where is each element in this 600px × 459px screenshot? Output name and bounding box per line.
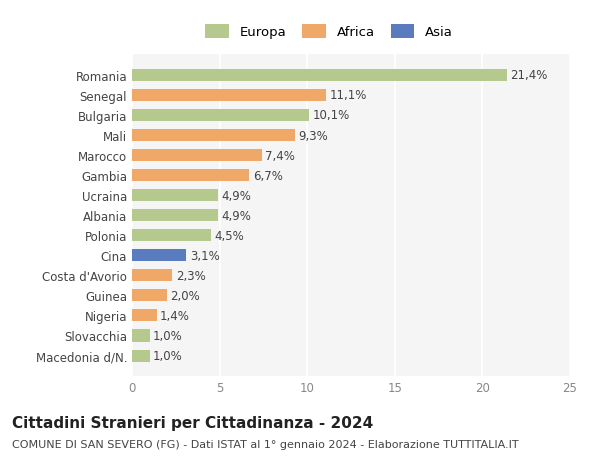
Bar — [132, 270, 172, 282]
Text: 6,7%: 6,7% — [253, 169, 283, 182]
Text: 10,1%: 10,1% — [313, 109, 350, 122]
Text: Cittadini Stranieri per Cittadinanza - 2024: Cittadini Stranieri per Cittadinanza - 2… — [12, 415, 373, 430]
Bar — [132, 190, 218, 202]
Bar — [132, 230, 211, 242]
Text: 2,0%: 2,0% — [170, 289, 200, 302]
Bar — [132, 170, 250, 182]
Text: 4,9%: 4,9% — [221, 209, 251, 222]
Bar — [132, 210, 218, 222]
Text: 21,4%: 21,4% — [511, 69, 548, 82]
Text: 3,1%: 3,1% — [190, 249, 220, 262]
Text: 7,4%: 7,4% — [265, 149, 295, 162]
Text: COMUNE DI SAN SEVERO (FG) - Dati ISTAT al 1° gennaio 2024 - Elaborazione TUTTITA: COMUNE DI SAN SEVERO (FG) - Dati ISTAT a… — [12, 440, 518, 449]
Bar — [132, 150, 262, 162]
Text: 1,0%: 1,0% — [153, 349, 183, 362]
Text: 2,3%: 2,3% — [176, 269, 206, 282]
Text: 1,4%: 1,4% — [160, 309, 190, 322]
Bar — [132, 310, 157, 322]
Legend: Europa, Africa, Asia: Europa, Africa, Asia — [200, 20, 458, 45]
Bar — [132, 110, 309, 122]
Bar — [132, 290, 167, 302]
Text: 4,5%: 4,5% — [214, 229, 244, 242]
Text: 11,1%: 11,1% — [330, 89, 367, 102]
Text: 9,3%: 9,3% — [298, 129, 328, 142]
Bar — [132, 70, 507, 82]
Bar — [132, 350, 149, 362]
Bar — [132, 250, 187, 262]
Bar — [132, 90, 326, 102]
Text: 4,9%: 4,9% — [221, 189, 251, 202]
Bar — [132, 130, 295, 142]
Bar — [132, 330, 149, 342]
Text: 1,0%: 1,0% — [153, 329, 183, 342]
